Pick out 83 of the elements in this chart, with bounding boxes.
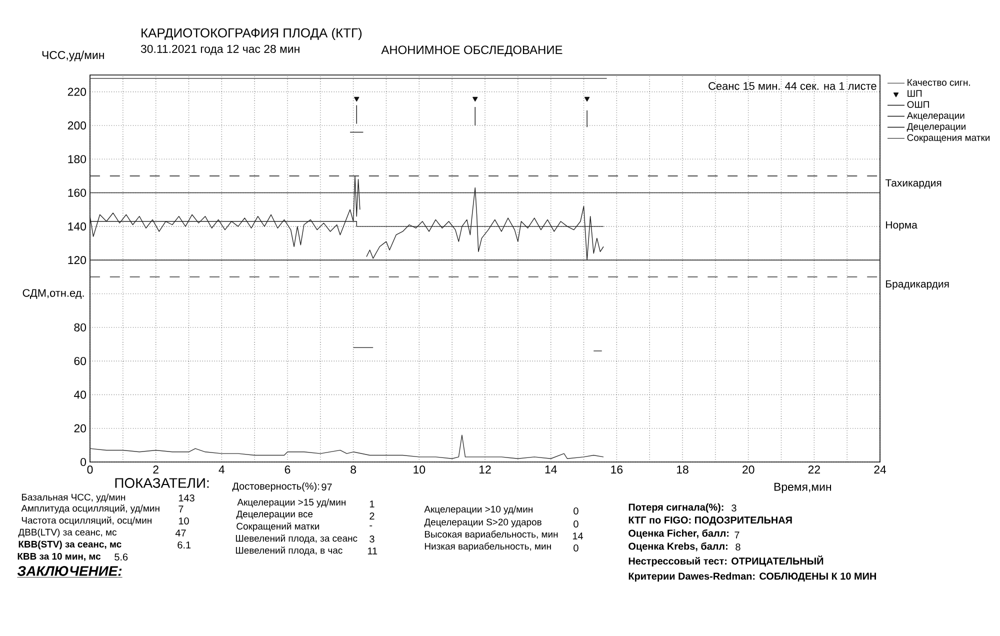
- text: 11: [368, 548, 378, 554]
- annotation: Сеанс 15 мин. 44 сек. на 1 листе: [708, 82, 876, 90]
- text: ДВВ(LTV) за сеанс, мс: [18, 528, 117, 538]
- chart-title: КАРДИОТОКОГРАФИЯ ПЛОДА (КТГ): [142, 28, 362, 40]
- text: Акцелерации >10 уд/мин: [424, 506, 533, 514]
- legend-label: Качество сигн.: [908, 79, 970, 86]
- x-tick-label: 10: [414, 466, 426, 474]
- text: Потеря сигнала(%):: [628, 503, 724, 513]
- x-tick-label: 24: [874, 466, 886, 474]
- legend-label: ШП: [908, 90, 922, 97]
- legend-label: Акцелерации: [906, 112, 964, 121]
- text: СДМ,отн.ед.: [22, 289, 84, 299]
- text: КТГ по FIGO: ПОДОЗРИТЕЛЬНАЯ: [628, 516, 792, 526]
- text: 8: [736, 543, 740, 551]
- y-tick-label: 0: [80, 458, 86, 466]
- text: 7: [178, 506, 184, 512]
- x-tick-label: 4: [218, 466, 225, 474]
- text: 0: [574, 507, 578, 515]
- x-tick-label: 12: [480, 466, 491, 474]
- text: Амплитуда осцилляций, уд/мин: [21, 504, 160, 514]
- text: Брадикардия: [886, 280, 949, 290]
- text: Оценка Krebs, балл:: [628, 542, 728, 552]
- text: Оценка Ficher, балл:: [628, 529, 729, 539]
- y-tick-label: 180: [68, 155, 86, 164]
- legend-label: Децелерации: [906, 123, 966, 132]
- y-tick-label: 40: [74, 390, 86, 399]
- text: 1: [370, 500, 374, 508]
- x-tick-label: 18: [677, 466, 688, 474]
- text: Децелерации все: [236, 510, 313, 520]
- x-tick-label: 6: [284, 466, 290, 474]
- x-tick-label: 16: [611, 466, 623, 474]
- y-tick-label: 120: [68, 256, 86, 264]
- text: Сокращений матки: [236, 522, 320, 532]
- text: 7: [734, 532, 740, 538]
- legend-label: ОШП: [907, 101, 929, 108]
- text: Нестрессовый тест: ОТРИЦАТЕЛЬНЫЙ: [628, 555, 824, 567]
- chart-subtitle: 30.11.2021 года 12 час 28 мин: [140, 44, 300, 56]
- x-tick-label: 22: [808, 466, 820, 474]
- y-tick-label: 80: [74, 323, 86, 332]
- x-tick-label: 8: [350, 466, 356, 474]
- text: АНОНИМНОЕ ОБСЛЕДОВАНИЕ: [381, 46, 562, 56]
- text: КВВ за 10 мин, мс: [18, 552, 101, 562]
- text: Шевелений плода, за сеанс: [236, 534, 358, 544]
- text: Частота осцилляций, осц/мин: [22, 516, 152, 526]
- text: Высокая вариабельность, мин: [424, 530, 558, 540]
- text: 0: [574, 520, 578, 528]
- y-tick-label: 220: [68, 88, 86, 96]
- text: ЗАКЛЮЧЕНИЕ:: [17, 566, 122, 576]
- x-axis-title: Время,мин: [774, 482, 832, 494]
- text: -: [370, 525, 372, 526]
- text: Акцелерации >15 уд/мин: [237, 498, 346, 508]
- text: Тахикардия: [885, 179, 942, 189]
- text: Низкая вариабельность, мин: [424, 542, 551, 552]
- text: 97: [322, 483, 332, 491]
- x-tick-label: 20: [742, 466, 754, 474]
- y-tick-label: 20: [74, 424, 86, 432]
- text: 143: [178, 494, 194, 502]
- x-tick-label: 14: [545, 466, 557, 474]
- text: Критерии Dawes-Redman: СОБЛЮДЕНЫ К 10 МИН: [628, 572, 876, 582]
- text: 2: [370, 512, 374, 520]
- text: Норма: [886, 221, 918, 231]
- text: 5.6: [114, 553, 128, 561]
- y-axis-title: ЧСС,уд/мин: [42, 50, 104, 62]
- text: 3: [370, 535, 374, 543]
- text: 3: [732, 504, 736, 512]
- text: КВВ(STV) за сеанс, мс: [18, 540, 122, 550]
- text: 14: [572, 532, 583, 540]
- text: Шевелений плода, в час: [236, 546, 342, 556]
- y-tick-label: 60: [74, 356, 86, 366]
- legend-label: Сокращения матки: [907, 134, 990, 143]
- text: 6.1: [178, 541, 191, 549]
- y-tick-label: 160: [68, 188, 86, 197]
- text: Достоверность(%):: [232, 482, 319, 492]
- text: ПОКАЗАТЕЛИ:: [115, 478, 209, 488]
- text: 10: [178, 517, 189, 525]
- y-tick-label: 140: [68, 222, 86, 230]
- text: Децелерации S>20 ударов: [424, 518, 542, 528]
- y-tick-label: 200: [68, 121, 86, 130]
- x-tick-label: 2: [153, 466, 158, 474]
- x-tick-label: 0: [87, 466, 93, 474]
- text: Базальная ЧСС, уд/мин: [22, 494, 126, 502]
- text: 0: [574, 544, 578, 552]
- text: 47: [175, 530, 186, 536]
